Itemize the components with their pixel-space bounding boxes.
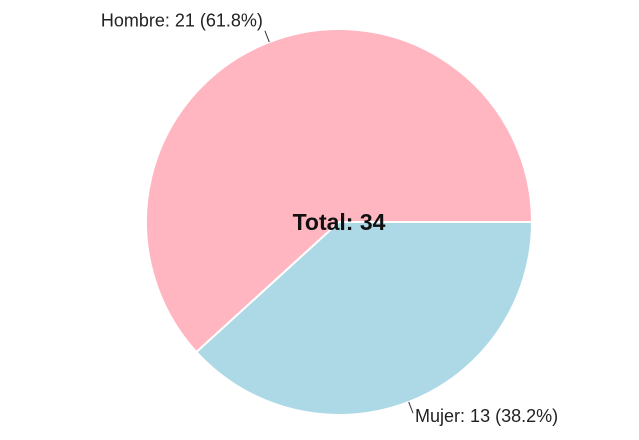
labels: Mujer: 13 (38.2%) Hombre: 21 (61.8%)	[101, 11, 558, 426]
pie-slice: Hombre	[145, 28, 534, 354]
center-label: Total: 34	[293, 209, 386, 235]
leader-line	[264, 30, 270, 43]
pie: MujerHombre	[145, 28, 534, 416]
slice-label: Mujer: 13 (38.2%)	[415, 406, 558, 426]
pie-slice: Mujer	[194, 221, 534, 416]
leader-line	[408, 401, 414, 414]
slice-label: Hombre: 21 (61.8%)	[101, 11, 263, 31]
